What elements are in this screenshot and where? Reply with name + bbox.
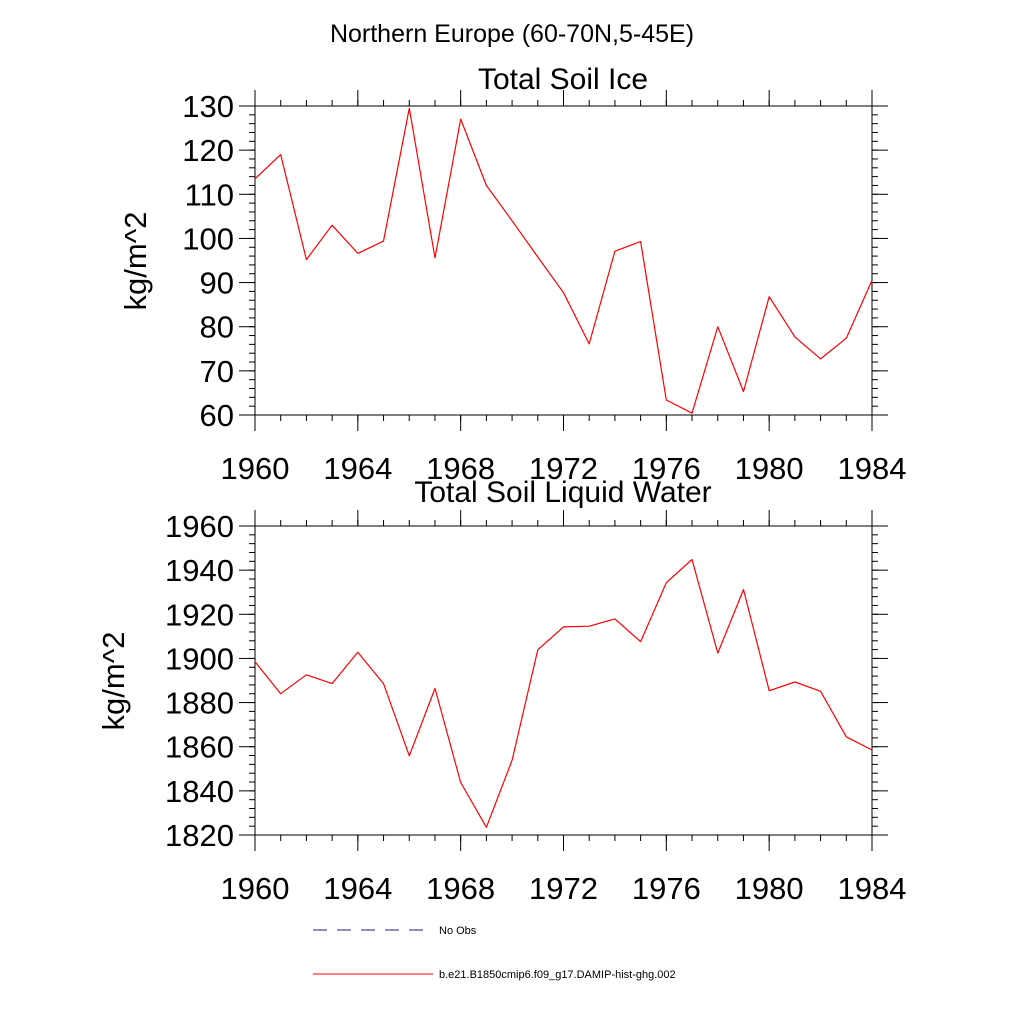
series-line-total-soil-liquid-water [254,558,873,828]
panel-total-soil-liquid-water: Total Soil Liquid Water kg/m^2 1960 1964 1… [96,476,906,906]
y-axis-label-total-soil-liquid-water: kg/m^2 [96,632,131,731]
plot-area-total-soil-ice: 1960 1964 1968 1972 1976 1980 1984 60 70 80 90 100 1… [182,89,906,486]
y-tick-label: 60 [200,398,234,433]
y-axis-label-total-soil-ice: kg/m^2 [118,212,153,311]
y-tick-label: 1880 [165,686,234,721]
plot-area-total-soil-liquid-water: 1960 1964 1968 1972 1976 1980 1984 1820 1840 1860… [165,509,906,906]
y-tick-label: 80 [200,310,234,345]
x-tick-label: 1972 [529,451,598,486]
y-tick-label: 1840 [165,774,234,809]
y-tick-label: 1820 [165,818,234,853]
x-tick-label: 1984 [838,451,907,486]
plot-frame [254,525,873,836]
x-tick-label: 1972 [529,871,598,906]
legend-label-model: b.e21.B1850cmip6.f09_g17.DAMIP-hist-ghg.… [439,969,676,981]
y-tick-label: 110 [185,177,234,212]
x-tick-label: 1976 [632,871,701,906]
legend-label-no-obs: No Obs [439,925,477,937]
x-tick-label: 1984 [838,871,907,906]
panel-total-soil-ice: Total Soil Ice kg/m^2 1960 1964 1968 1972 19… [118,63,906,486]
y-tick-label: 1900 [165,641,234,676]
figure-title: Northern Europe (60-70N,5-45E) [330,20,694,48]
y-tick-label: 1920 [165,597,234,632]
y-tick-label: 1940 [165,553,234,588]
x-tick-label: 1980 [735,871,804,906]
y-tick-label: 100 [182,221,234,256]
y-tick-label: 1960 [165,509,234,544]
x-tick-label: 1976 [632,451,701,486]
y-tick-label: 90 [200,266,234,301]
y-tick-label: 1860 [165,730,234,765]
y-tick-label: 120 [182,133,234,168]
x-tick-label: 1968 [426,451,495,486]
x-tick-label: 1964 [323,871,392,906]
legend: No Obs b.e21.B1850cmip6.f09_g17.DAMIP-hi… [313,925,676,981]
y-tick-label: 70 [200,354,234,389]
series-line-total-soil-ice [254,107,873,414]
x-tick-label: 1980 [735,451,804,486]
plot-frame [254,105,873,416]
y-tick-label: 130 [182,89,234,124]
x-tick-label: 1960 [221,451,290,486]
x-tick-label: 1964 [323,451,392,486]
panel-title-total-soil-liquid-water: Total Soil Liquid Water [414,476,711,509]
x-tick-label: 1960 [221,871,290,906]
x-tick-label: 1968 [426,871,495,906]
